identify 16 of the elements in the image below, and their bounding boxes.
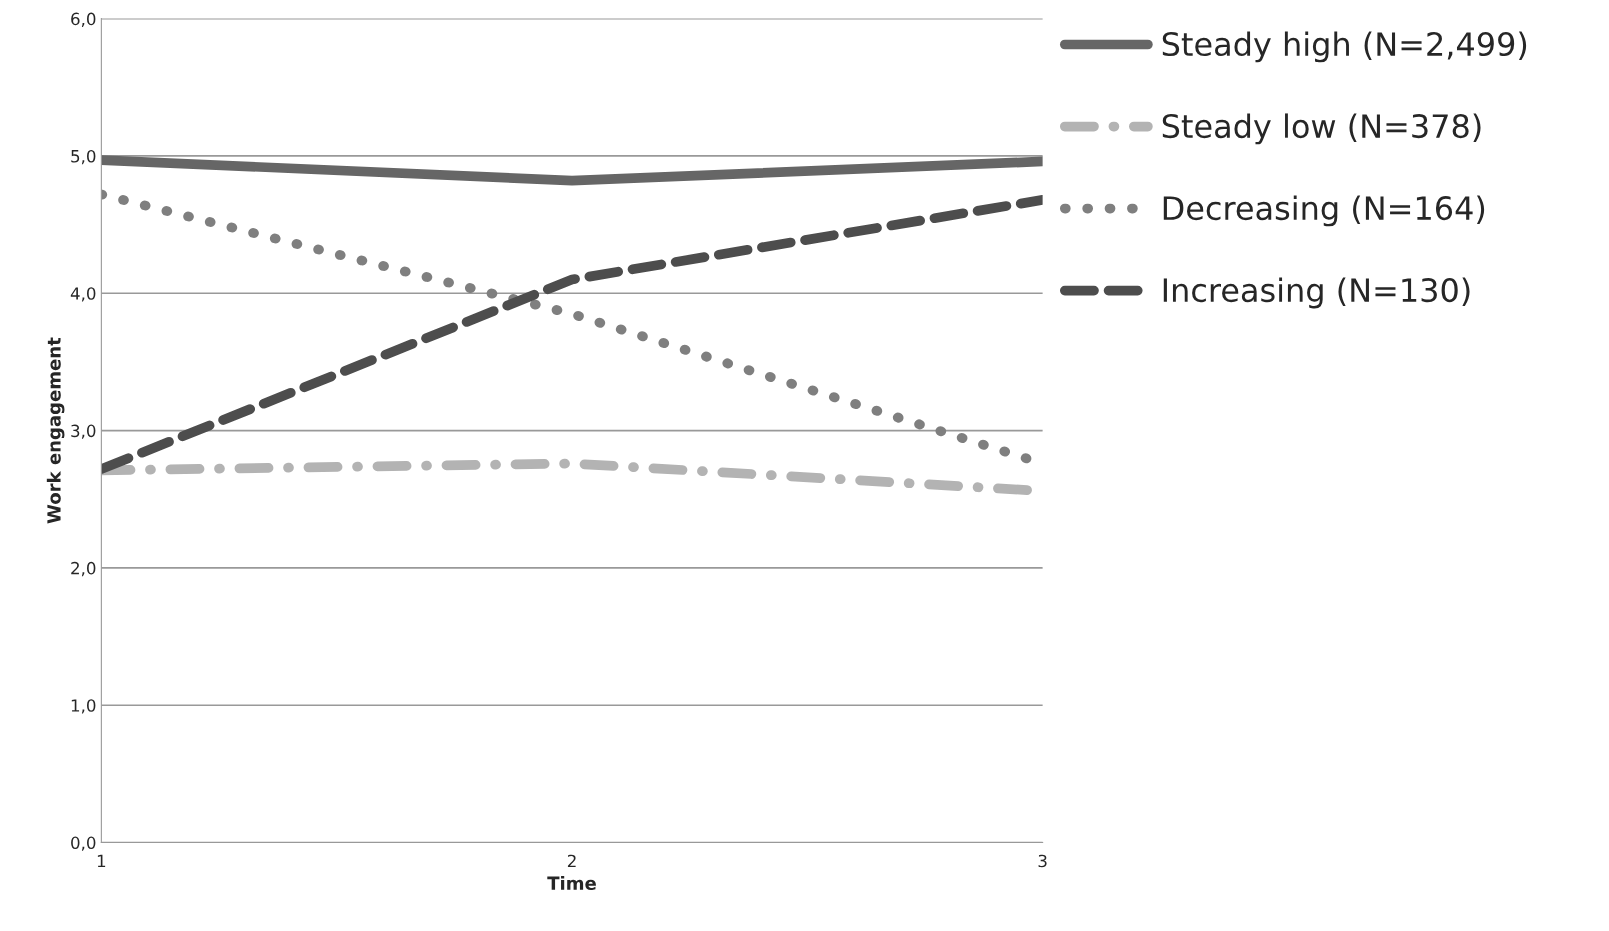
y-tick-label: 3,0 <box>71 424 96 439</box>
y-tick-label: 6,0 <box>71 12 96 27</box>
y-tick-label: 2,0 <box>71 561 96 577</box>
legend-label: Steady low (N=378) <box>1162 113 1481 145</box>
x-tick-label: 2 <box>567 854 576 868</box>
legend-label: Decreasing (N=164) <box>1163 195 1485 227</box>
y-tick-label: 0,0 <box>71 836 96 851</box>
legend-label: Increasing (N=130) <box>1163 277 1470 309</box>
x-axis-title: Time <box>547 876 596 891</box>
legend-label: Steady high (N=2,499) <box>1162 31 1527 63</box>
x-tick-label: 1 <box>97 854 106 868</box>
x-tick-label: 3 <box>1038 854 1047 868</box>
y-tick-label: 4,0 <box>70 287 96 302</box>
y-axis-title: Work engagement <box>46 337 65 524</box>
y-tick-label: 5,0 <box>71 149 96 165</box>
y-tick-label: 1,0 <box>71 699 96 714</box>
